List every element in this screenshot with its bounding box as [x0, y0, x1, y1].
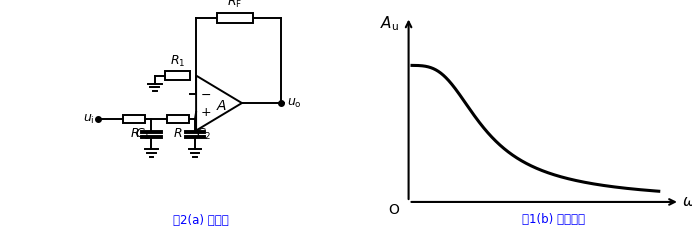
- Text: $u_{\rm i}$: $u_{\rm i}$: [82, 112, 94, 126]
- Bar: [165, 71, 190, 80]
- Text: $+$: $+$: [200, 106, 212, 119]
- Bar: [123, 115, 145, 123]
- Text: $\omega$: $\omega$: [682, 194, 692, 210]
- Text: $u_{\rm o}$: $u_{\rm o}$: [286, 96, 301, 110]
- Text: O: O: [388, 203, 399, 217]
- Text: $C_2$: $C_2$: [196, 127, 212, 142]
- Text: $R_1$: $R_1$: [170, 54, 185, 69]
- Bar: [217, 13, 253, 24]
- Text: $R_{\rm F}$: $R_{\rm F}$: [228, 0, 243, 10]
- Text: $R$: $R$: [173, 127, 183, 140]
- Text: $-$: $-$: [200, 87, 211, 101]
- Text: $R$: $R$: [129, 127, 139, 140]
- Text: A: A: [217, 99, 226, 114]
- Bar: [167, 115, 189, 123]
- Text: 图1(b) 频率特性: 图1(b) 频率特性: [522, 213, 585, 226]
- Text: $C_1$: $C_1$: [135, 127, 150, 142]
- Text: $A_{\rm u}$: $A_{\rm u}$: [381, 15, 399, 33]
- Text: 图2(a) 电路图: 图2(a) 电路图: [173, 215, 228, 227]
